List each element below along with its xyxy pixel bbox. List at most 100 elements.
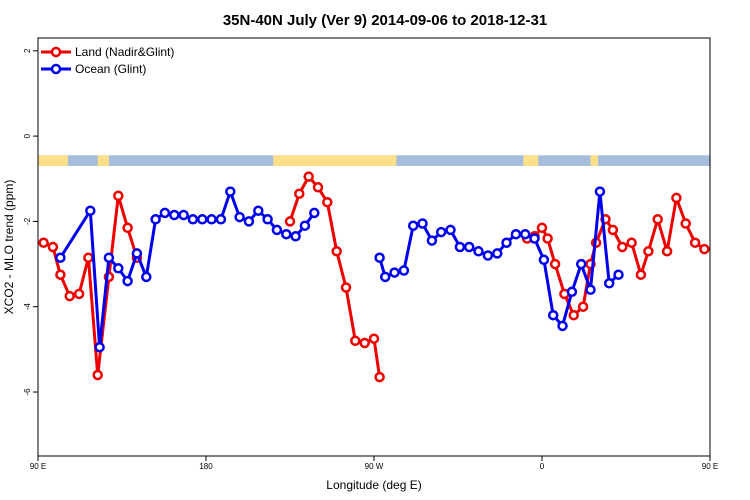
data-point <box>689 237 701 248</box>
data-point <box>38 237 49 248</box>
x-tick-label: 90 W <box>365 462 384 471</box>
data-point <box>617 241 628 253</box>
data-point <box>206 214 217 225</box>
data-point <box>426 235 438 246</box>
data-point <box>113 190 124 202</box>
data-point <box>542 233 553 244</box>
data-point <box>281 228 292 240</box>
data-point <box>568 309 579 321</box>
data-point <box>445 224 456 236</box>
data-point <box>122 275 133 287</box>
x-axis-label: Longitude (deg E) <box>326 478 421 492</box>
data-point <box>303 171 314 182</box>
x-tick-label: 180 <box>199 462 213 471</box>
data-point <box>64 290 75 302</box>
data-point <box>626 237 637 248</box>
data-point <box>501 237 512 248</box>
data-point <box>215 214 227 225</box>
legend: Land (Nadir&Glint) Ocean (Glint) <box>41 45 174 76</box>
data-point <box>473 246 484 257</box>
data-point <box>312 182 324 193</box>
data-point <box>671 192 682 204</box>
data-point <box>290 231 301 242</box>
y-tick-label: 0 <box>23 133 32 138</box>
data-point <box>661 246 673 257</box>
land-patch <box>523 155 539 166</box>
data-point <box>253 205 264 216</box>
data-point <box>309 207 320 219</box>
legend-land-marker <box>50 46 62 58</box>
data-point <box>575 258 587 270</box>
data-point <box>529 233 540 244</box>
land-patch <box>97 155 109 166</box>
y-tick-label: 2 <box>23 48 32 53</box>
data-point <box>150 214 161 225</box>
y-tick-label: -6 <box>23 388 32 396</box>
data-point <box>178 209 189 221</box>
data-point <box>368 333 380 344</box>
data-point <box>169 209 180 221</box>
data-point <box>482 250 494 261</box>
data-point <box>435 226 447 238</box>
data-point <box>284 216 296 227</box>
land-patch <box>38 155 68 166</box>
x-tick-label: 90 E <box>702 462 718 471</box>
data-point <box>47 241 59 253</box>
data-point <box>398 265 410 276</box>
data-point <box>510 228 522 240</box>
data-point <box>549 258 561 270</box>
legend-ocean-label: Ocean (Glint) <box>75 62 146 76</box>
data-point <box>643 246 654 257</box>
data-point <box>322 196 333 208</box>
data-point <box>577 301 589 312</box>
data-point <box>635 269 647 280</box>
y-tick-label: -2 <box>23 217 32 225</box>
data-point <box>585 284 596 295</box>
data-point <box>299 220 311 231</box>
data-point <box>113 263 124 274</box>
data-point <box>271 224 283 236</box>
data-point <box>491 248 503 259</box>
data-point <box>131 248 143 259</box>
series-line <box>526 196 706 317</box>
data-point <box>536 222 548 234</box>
data-point <box>225 186 236 197</box>
land-patch <box>273 155 397 166</box>
data-point <box>83 252 94 263</box>
x-axis: 90 E 180 90 W 0 90 E <box>30 456 718 471</box>
data-point <box>538 254 550 266</box>
data-point <box>85 205 96 216</box>
y-axis: 2 0 -2 -4 -6 <box>23 48 38 396</box>
x-tick-label: 90 E <box>30 462 46 471</box>
data-point <box>262 214 273 225</box>
data-point <box>557 320 568 332</box>
y-tick-label: -4 <box>23 303 32 311</box>
data-point <box>594 186 606 197</box>
data-point <box>566 286 578 298</box>
data-point <box>519 228 531 240</box>
data-point <box>159 207 171 219</box>
data-point <box>652 214 663 225</box>
data-point <box>454 241 466 253</box>
y-axis-label: XCO2 - MLO trend (ppm) <box>2 180 16 315</box>
data-point <box>141 271 152 283</box>
legend-ocean-marker <box>50 63 62 75</box>
data-point <box>547 309 559 321</box>
data-point <box>379 271 391 283</box>
data-point <box>122 222 133 234</box>
data-point <box>197 214 208 225</box>
series-layer <box>38 171 710 383</box>
data-point <box>243 216 255 227</box>
data-point <box>340 282 352 293</box>
data-point <box>463 241 475 253</box>
data-point <box>680 218 691 229</box>
data-point <box>417 218 428 229</box>
data-point <box>55 252 66 263</box>
land-ocean-strip <box>38 155 710 166</box>
data-point <box>103 252 115 263</box>
data-point <box>55 269 66 280</box>
data-point <box>374 371 385 383</box>
data-point <box>350 335 361 347</box>
data-point <box>603 278 615 289</box>
